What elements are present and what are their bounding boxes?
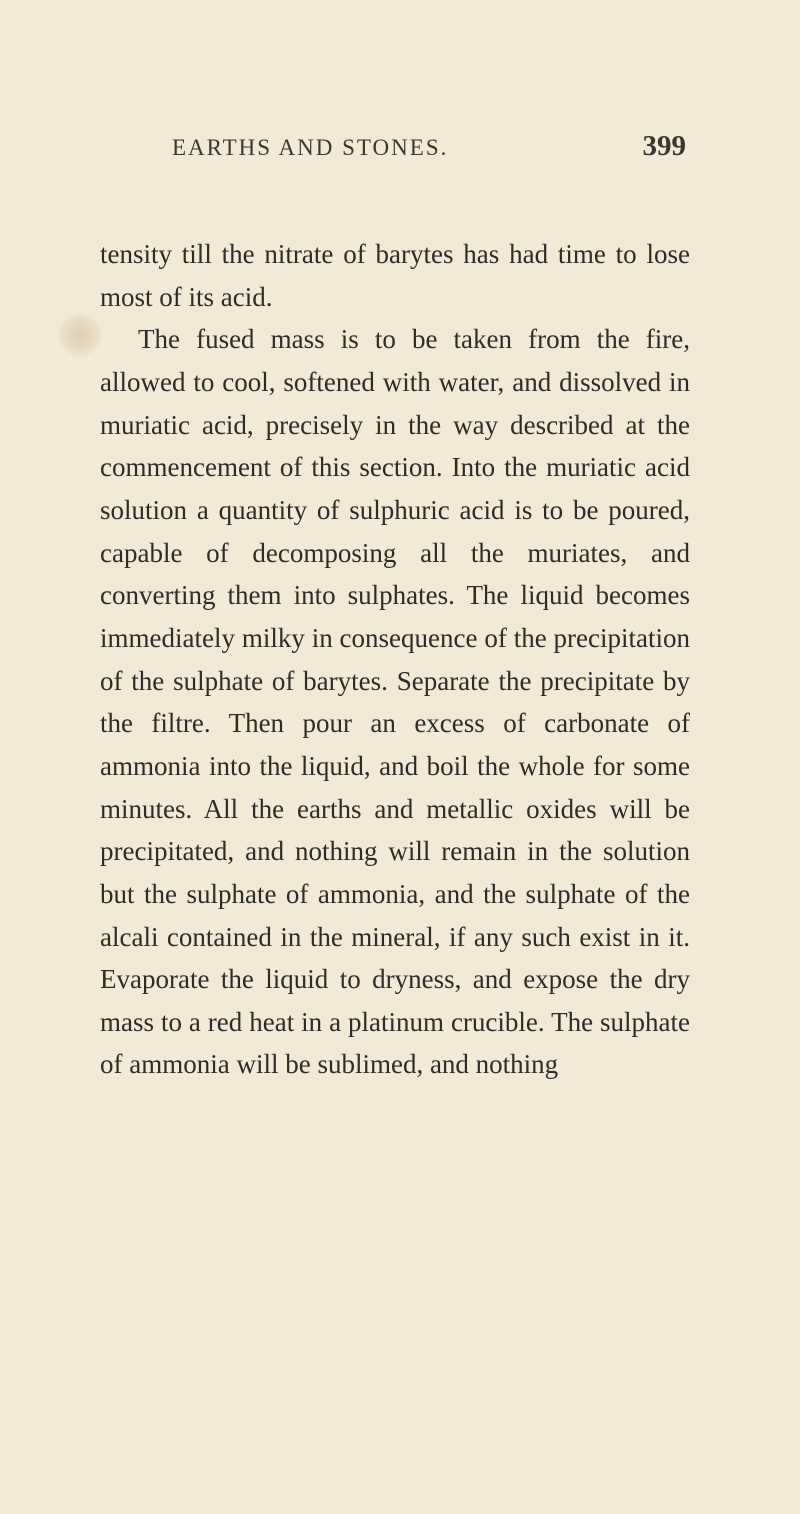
page-header: EARTHS AND STONES. 399 bbox=[100, 130, 690, 163]
page-content: EARTHS AND STONES. 399 tensity till the … bbox=[100, 130, 690, 1086]
paper-stain bbox=[58, 313, 102, 357]
page-number: 399 bbox=[643, 130, 687, 163]
paragraph-2: The fused mass is to be taken from the f… bbox=[100, 318, 690, 1086]
paragraph-1: tensity till the nitrate of barytes has … bbox=[100, 233, 690, 318]
running-head: EARTHS AND STONES. bbox=[172, 135, 448, 161]
body-text: tensity till the nitrate of barytes has … bbox=[100, 233, 690, 1086]
